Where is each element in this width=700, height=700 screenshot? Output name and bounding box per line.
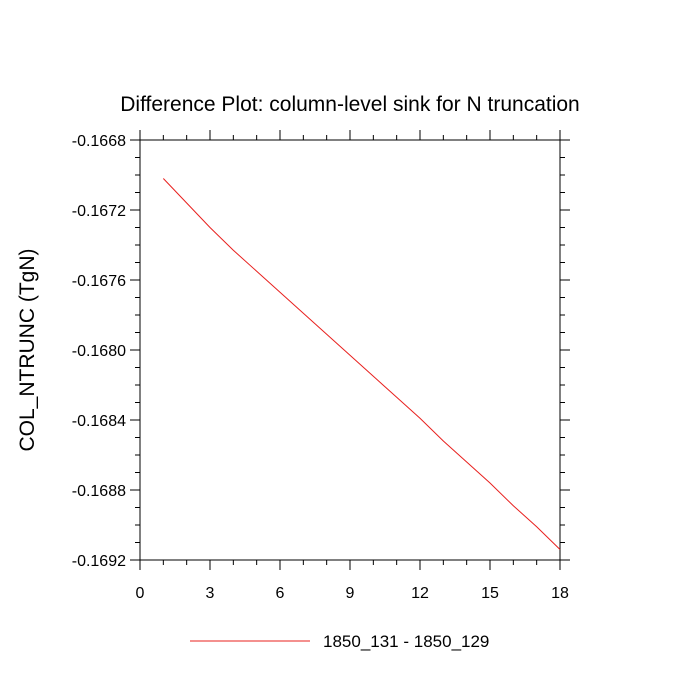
y-tick-label: -0.1672 — [72, 203, 126, 220]
series-group — [162, 178, 561, 550]
chart-title: Difference Plot: column-level sink for N… — [120, 93, 579, 116]
x-tick-label: 12 — [411, 585, 429, 602]
y-tick-label: -0.1684 — [72, 413, 126, 430]
x-tick-label: 9 — [346, 585, 355, 602]
axis-tick-labels: 0 3 6 9 12 15 18 -0.1668 -0.1672 -0.1676 -0.1680 -0… — [72, 133, 569, 602]
y-tick-label: -0.1676 — [72, 273, 126, 290]
x-tick-label: 0 — [136, 585, 145, 602]
x-tick-label: 3 — [206, 585, 215, 602]
y-tick-label: -0.1668 — [72, 133, 126, 150]
legend: 1850_131 - 1850_129 — [190, 632, 489, 651]
axis-ticks — [130, 130, 570, 570]
x-tick-label: 6 — [276, 585, 285, 602]
y-tick-label: -0.1688 — [72, 483, 126, 500]
x-tick-label: 15 — [481, 585, 499, 602]
plot-frame — [139, 139, 561, 561]
legend-label: 1850_131 - 1850_129 — [323, 632, 489, 651]
y-tick-label: -0.1680 — [72, 343, 126, 360]
series-line-0 — [162, 178, 561, 550]
y-tick-label: -0.1692 — [72, 553, 126, 570]
y-axis-label: COL_NTRUNC (TgN) — [16, 248, 39, 451]
x-tick-label: 18 — [551, 585, 569, 602]
